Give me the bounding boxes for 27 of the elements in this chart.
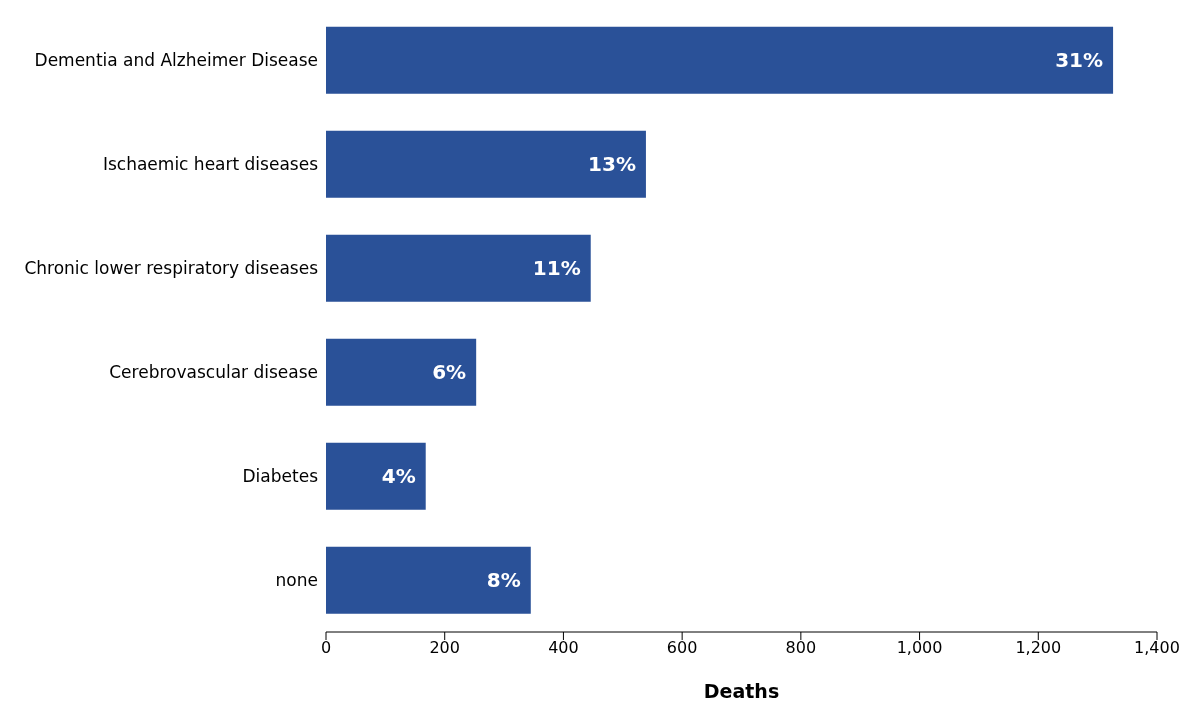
annotation: 11% bbox=[532, 256, 581, 281]
x-tick-label: 200 bbox=[429, 638, 460, 658]
x-tick-label: 1,400 bbox=[1134, 638, 1180, 658]
y-tick-label: Cerebrovascular disease bbox=[109, 362, 318, 383]
x-tick-label: 0 bbox=[320, 638, 332, 658]
x-tick-label: 800 bbox=[785, 638, 817, 658]
annotation: 4% bbox=[381, 464, 416, 489]
annotation: 13% bbox=[588, 152, 636, 177]
y-tick-label: Ischaemic heart diseases bbox=[102, 154, 319, 175]
y-tick-label: Diabetes bbox=[242, 466, 319, 487]
x-tick-label: 1,000 bbox=[896, 638, 943, 658]
annotation: 8% bbox=[486, 568, 521, 593]
annotation: 31% bbox=[1055, 48, 1104, 73]
bar bbox=[326, 442, 426, 510]
bar bbox=[326, 338, 477, 406]
bar bbox=[326, 26, 1114, 94]
x-tick-label: 1,200 bbox=[1015, 638, 1062, 658]
y-tick-label: Dementia and Alzheimer Disease bbox=[34, 50, 318, 71]
x-axis-title: Deaths bbox=[703, 680, 780, 702]
bar bbox=[326, 130, 646, 198]
y-tick-label: Chronic lower respiratory diseases bbox=[24, 258, 319, 279]
x-tick-label: 400 bbox=[548, 638, 579, 658]
bar bbox=[326, 546, 531, 614]
x-tick-label: 600 bbox=[666, 638, 698, 658]
bar bbox=[326, 234, 591, 302]
y-tick-label: none bbox=[275, 570, 318, 591]
annotation: 6% bbox=[432, 360, 467, 385]
